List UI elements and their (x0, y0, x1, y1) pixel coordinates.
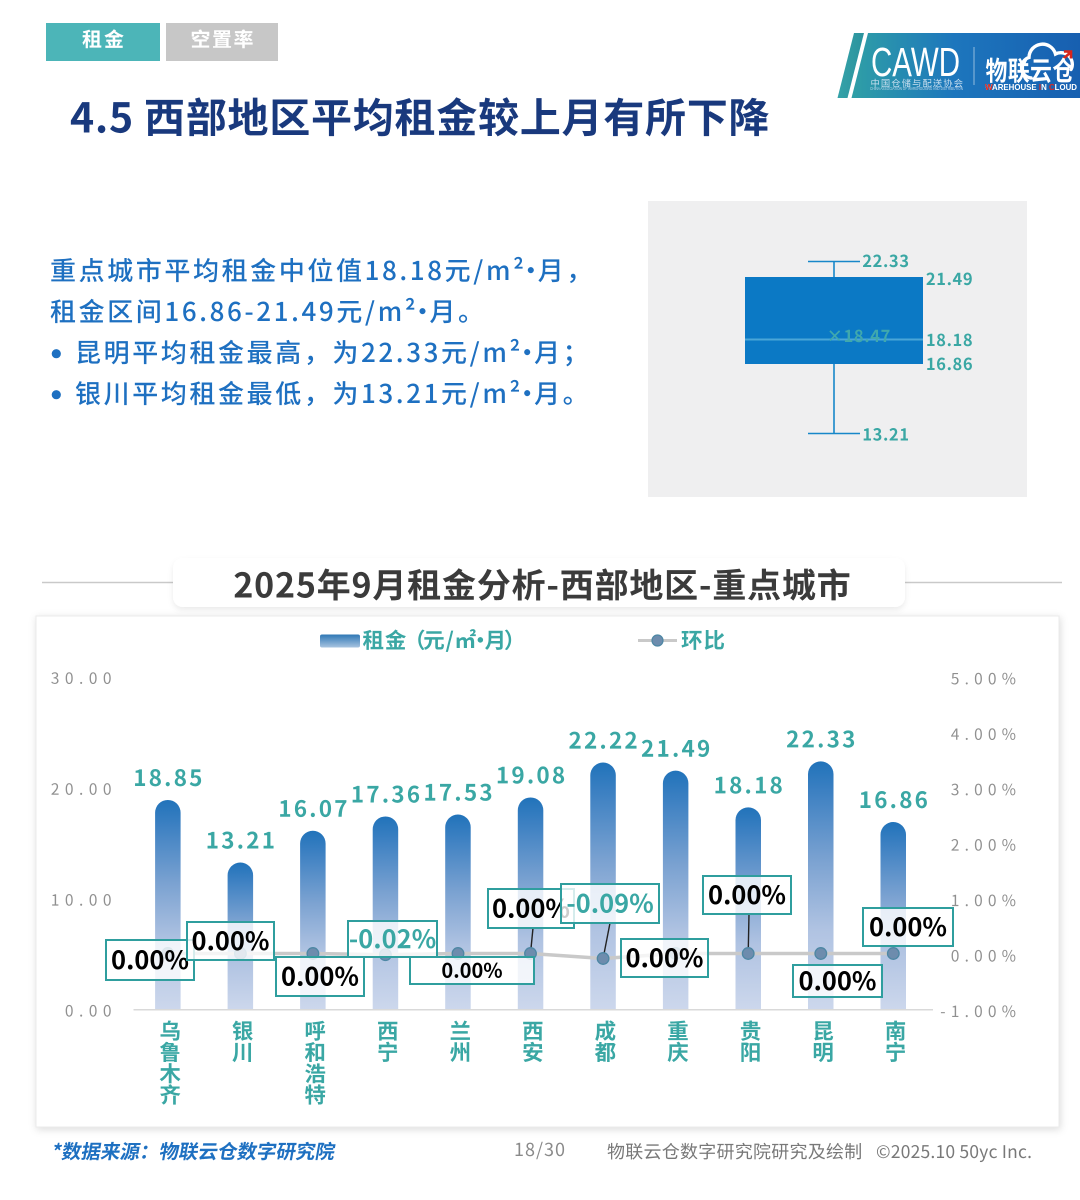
svg-text:CHINA ASSOCIATION OF WAREHOUSI: CHINA ASSOCIATION OF WAREHOUSING AND DIS… (870, 86, 963, 91)
svg-text:WAREHOUSE IN CLOUD: WAREHOUSE IN CLOUD (985, 83, 1077, 92)
svg-text:CAWD: CAWD (871, 39, 960, 85)
svg-text:W: W (985, 83, 993, 92)
